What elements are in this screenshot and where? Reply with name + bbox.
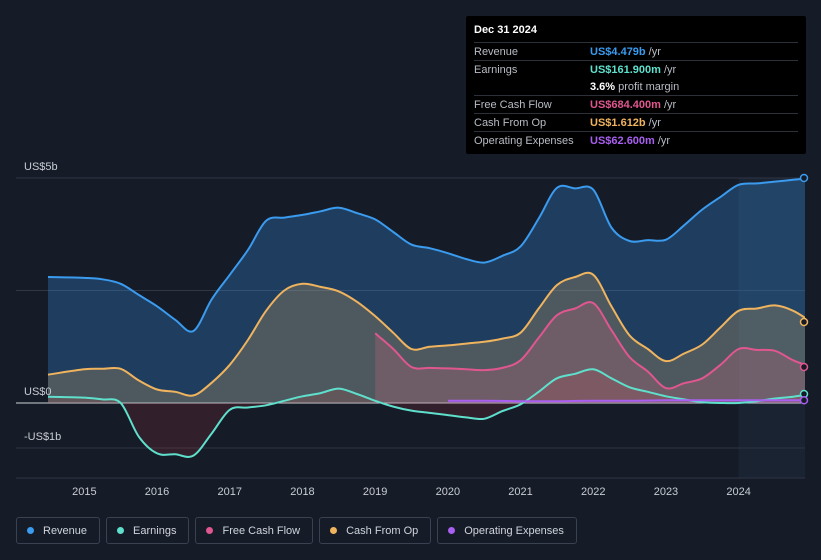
legend-dot-icon [448,527,456,534]
line-operating-expenses [447,399,805,403]
y-tick-label: -US$1b [24,431,61,443]
forecast-highlight-band [738,178,805,478]
x-tick-label: 2016 [145,486,169,498]
legend-label: Cash From Op [346,524,419,537]
line-layer [47,177,805,458]
x-tick-label: 2023 [654,486,678,498]
area-cash-from-op [48,272,805,403]
end-dot-cash-from-op [799,317,809,327]
x-tick-label: 2018 [290,486,314,498]
legend-item-cash-from-op[interactable]: Cash From Op [319,517,432,544]
x-tick-label: 2024 [726,486,750,498]
end-dot-revenue [799,173,809,183]
legend-item-earnings[interactable]: Earnings [106,517,190,544]
tooltip-unit: /yr [663,98,677,111]
x-tick-label: 2017 [218,486,242,498]
legend-item-operating-expenses[interactable]: Operating Expenses [437,517,577,544]
legend-label: Operating Expenses [464,524,564,537]
legend-label: Revenue [43,524,88,537]
end-dot-layer [799,173,809,405]
tooltip-value: US$1.612b [590,116,646,129]
tooltip-label: Operating Expenses [474,134,574,147]
line-cash-from-op [47,271,805,397]
tooltip-unit: /yr [648,116,661,129]
area-layer [48,178,805,457]
legend-label: Free Cash Flow [222,524,301,537]
area-free-cash-flow [375,302,805,403]
y-tick-label: US$0 [24,386,52,398]
x-tick-label: 2019 [363,486,387,498]
x-tick-label: 2021 [508,486,532,498]
tooltip-label: Revenue [474,45,519,58]
end-dot-free-cash-flow [799,362,809,372]
tooltip-value: US$62.600m [590,134,655,147]
tooltip-label: Free Cash Flow [474,98,552,111]
legend-item-revenue[interactable]: Revenue [16,517,101,544]
chart-legend: Revenue Earnings Free Cash Flow Cash Fro… [16,517,577,546]
legend-dot-icon [206,527,214,534]
y-tick-label: US$5b [24,161,58,173]
tooltip-row-revenue: Revenue US$4.479b /yr [474,42,798,60]
tooltip-value: 3.6% [590,80,616,93]
area-revenue [48,178,805,403]
line-revenue [47,177,805,333]
tooltip-unit: profit margin [618,80,680,93]
tooltip-value: US$161.900m [590,63,661,76]
tooltip-row-profit-margin: 3.6% profit margin [474,78,798,95]
y-axis-labels: US$5b US$0 -US$1b [24,161,61,443]
tooltip-row-free-cash-flow: Free Cash Flow US$684.400m /yr [474,95,798,113]
tooltip-date: Dec 31 2024 [474,24,537,36]
tooltip-unit: /yr [648,45,661,58]
tooltip-value: US$4.479b [590,45,646,58]
data-tooltip: Dec 31 2024 Revenue US$4.479b /yr Earnin… [466,16,806,154]
x-tick-label: 2015 [72,486,96,498]
legend-dot-icon [117,527,125,534]
tooltip-value: US$684.400m [590,98,661,111]
area-earnings [48,369,805,457]
x-tick-label: 2022 [581,486,605,498]
tooltip-unit: /yr [657,134,671,147]
tooltip-row-earnings: Earnings US$161.900m /yr [474,60,798,78]
tooltip-label: Cash From Op [474,116,547,129]
legend-dot-icon [27,527,34,534]
chart-area: US$5b US$0 -US$1b 2015 2016 2017 2018 2019 2020… [16,161,809,498]
tooltip-row-cash-from-op: Cash From Op US$1.612b /yr [474,113,798,131]
legend-dot-icon [330,527,338,534]
x-axis-labels: 2015 2016 2017 2018 2019 2020 2021 2022 2023 2024 [72,486,751,498]
tooltip-unit: /yr [663,63,677,76]
legend-label: Earnings [133,524,177,537]
legend-item-free-cash-flow[interactable]: Free Cash Flow [195,517,314,544]
x-tick-label: 2020 [436,486,460,498]
end-dot-operating-expenses [799,396,809,405]
tooltip-row-operating-expenses: Operating Expenses US$62.600m /yr [474,131,798,149]
tooltip-label: Earnings [474,63,518,76]
